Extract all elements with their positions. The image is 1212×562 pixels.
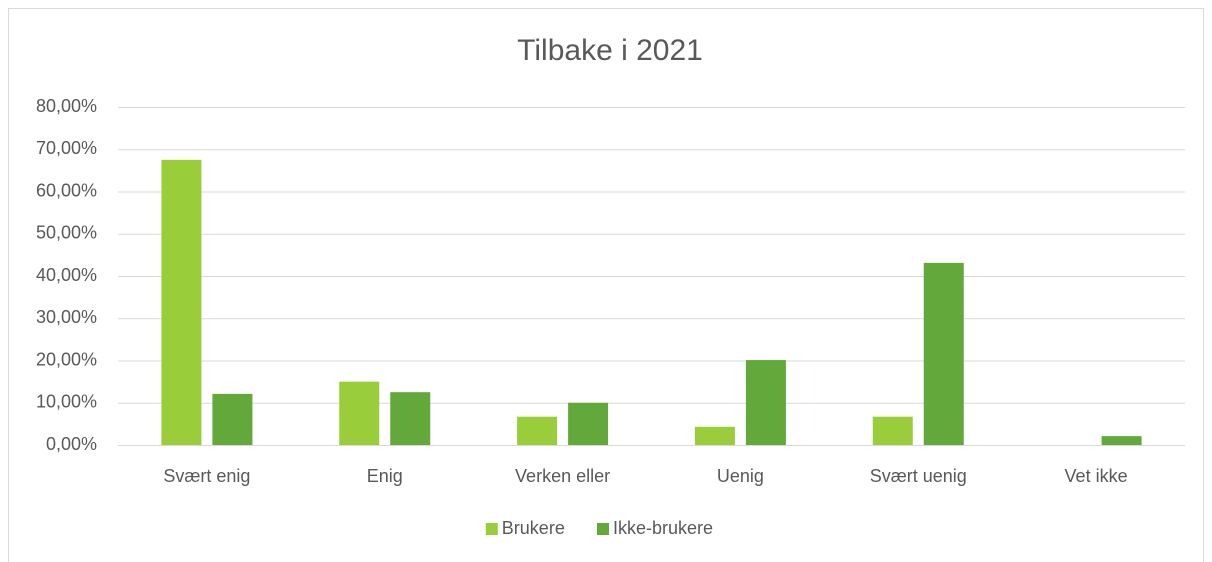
bar <box>745 360 786 445</box>
x-tick-label: Svært uenig <box>870 466 967 486</box>
bar <box>212 393 253 445</box>
y-tick-label: 20,00% <box>36 349 97 369</box>
y-tick-label: 50,00% <box>36 223 97 243</box>
bar <box>339 381 380 445</box>
chart-title: Tilbake i 2021 <box>517 34 703 67</box>
y-tick-label: 70,00% <box>36 138 97 158</box>
x-tick-label: Enig <box>367 466 403 486</box>
legend-swatch <box>485 523 498 535</box>
y-tick-label: 80,00% <box>36 96 97 116</box>
y-tick-label: 10,00% <box>36 392 97 412</box>
bar <box>568 402 609 445</box>
x-tick-label: Verken eller <box>515 466 610 486</box>
bar <box>923 262 964 445</box>
bar <box>517 416 558 445</box>
chart-border <box>8 8 1204 562</box>
legend-label: Ikke-brukere <box>613 518 713 538</box>
x-tick-label: Vet ikke <box>1065 466 1128 486</box>
y-tick-label: 30,00% <box>36 307 97 327</box>
x-tick-label: Uenig <box>717 466 764 486</box>
x-tick-label: Svært enig <box>163 466 250 486</box>
bar <box>161 159 202 445</box>
bar <box>872 416 913 445</box>
legend-swatch <box>597 523 609 535</box>
legend-label: Brukere <box>502 518 565 538</box>
bar <box>694 426 735 445</box>
y-tick-label: 60,00% <box>36 180 97 200</box>
bar <box>390 392 431 445</box>
y-tick-label: 0,00% <box>46 434 97 454</box>
y-tick-label: 40,00% <box>36 265 97 285</box>
bar <box>1101 436 1142 445</box>
